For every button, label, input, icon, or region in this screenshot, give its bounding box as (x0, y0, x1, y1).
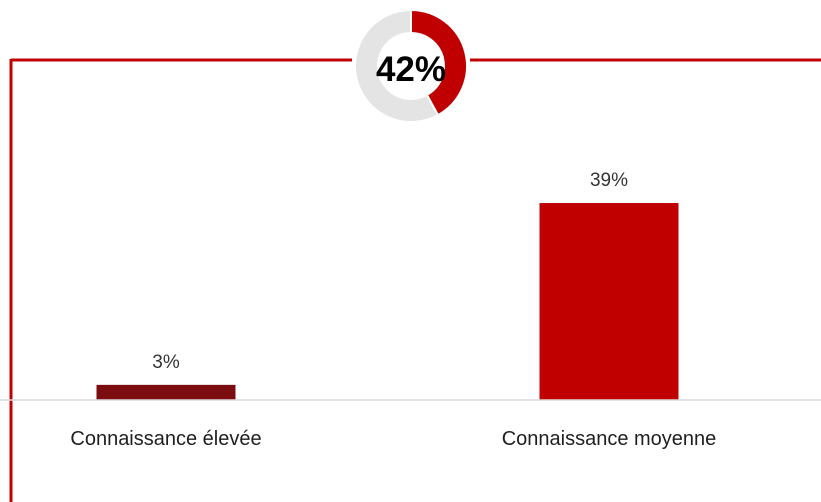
bar-value-label-0: 3% (152, 352, 180, 373)
bars (96, 203, 679, 400)
bar-chart: 3% 39% Connaissance élevée Connaissance mo… (0, 170, 821, 450)
donut-total-label: 42% (376, 50, 446, 89)
x-tick-label-1: Connaissance moyenne (502, 428, 717, 450)
x-tick-labels: Connaissance élevée Connaissance moyenne (70, 428, 716, 450)
donut-slices (354, 8, 468, 123)
bar-1 (539, 203, 679, 400)
bar-value-label-1: 39% (590, 170, 628, 191)
donut-slice-1 (354, 8, 440, 123)
bar-0 (96, 384, 236, 400)
donut-chart: 42% (354, 8, 468, 123)
bar-value-labels: 3% 39% (152, 170, 628, 373)
x-tick-label-0: Connaissance élevée (70, 428, 261, 450)
donut-slice-0 (410, 8, 468, 117)
frame (9, 58, 821, 502)
